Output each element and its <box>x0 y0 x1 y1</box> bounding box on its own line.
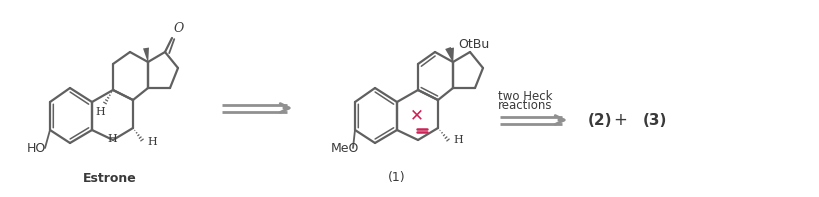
Text: H: H <box>147 137 156 147</box>
Text: O: O <box>174 22 184 35</box>
Text: HO: HO <box>27 141 46 154</box>
Text: +: + <box>613 111 627 129</box>
Text: ✕: ✕ <box>410 106 423 124</box>
Text: two Heck: two Heck <box>497 90 551 103</box>
Text: H: H <box>95 107 105 117</box>
Text: (3): (3) <box>642 112 667 127</box>
Text: (1): (1) <box>387 172 405 185</box>
Polygon shape <box>447 48 454 62</box>
Text: H: H <box>452 135 462 145</box>
Text: Estrone: Estrone <box>83 172 137 185</box>
Text: (2): (2) <box>587 112 612 127</box>
Polygon shape <box>143 48 149 62</box>
Polygon shape <box>445 47 453 62</box>
Text: MeO: MeO <box>331 141 359 154</box>
Text: reactions: reactions <box>497 99 551 112</box>
Text: H: H <box>107 134 117 144</box>
Text: OtBu: OtBu <box>458 37 489 50</box>
